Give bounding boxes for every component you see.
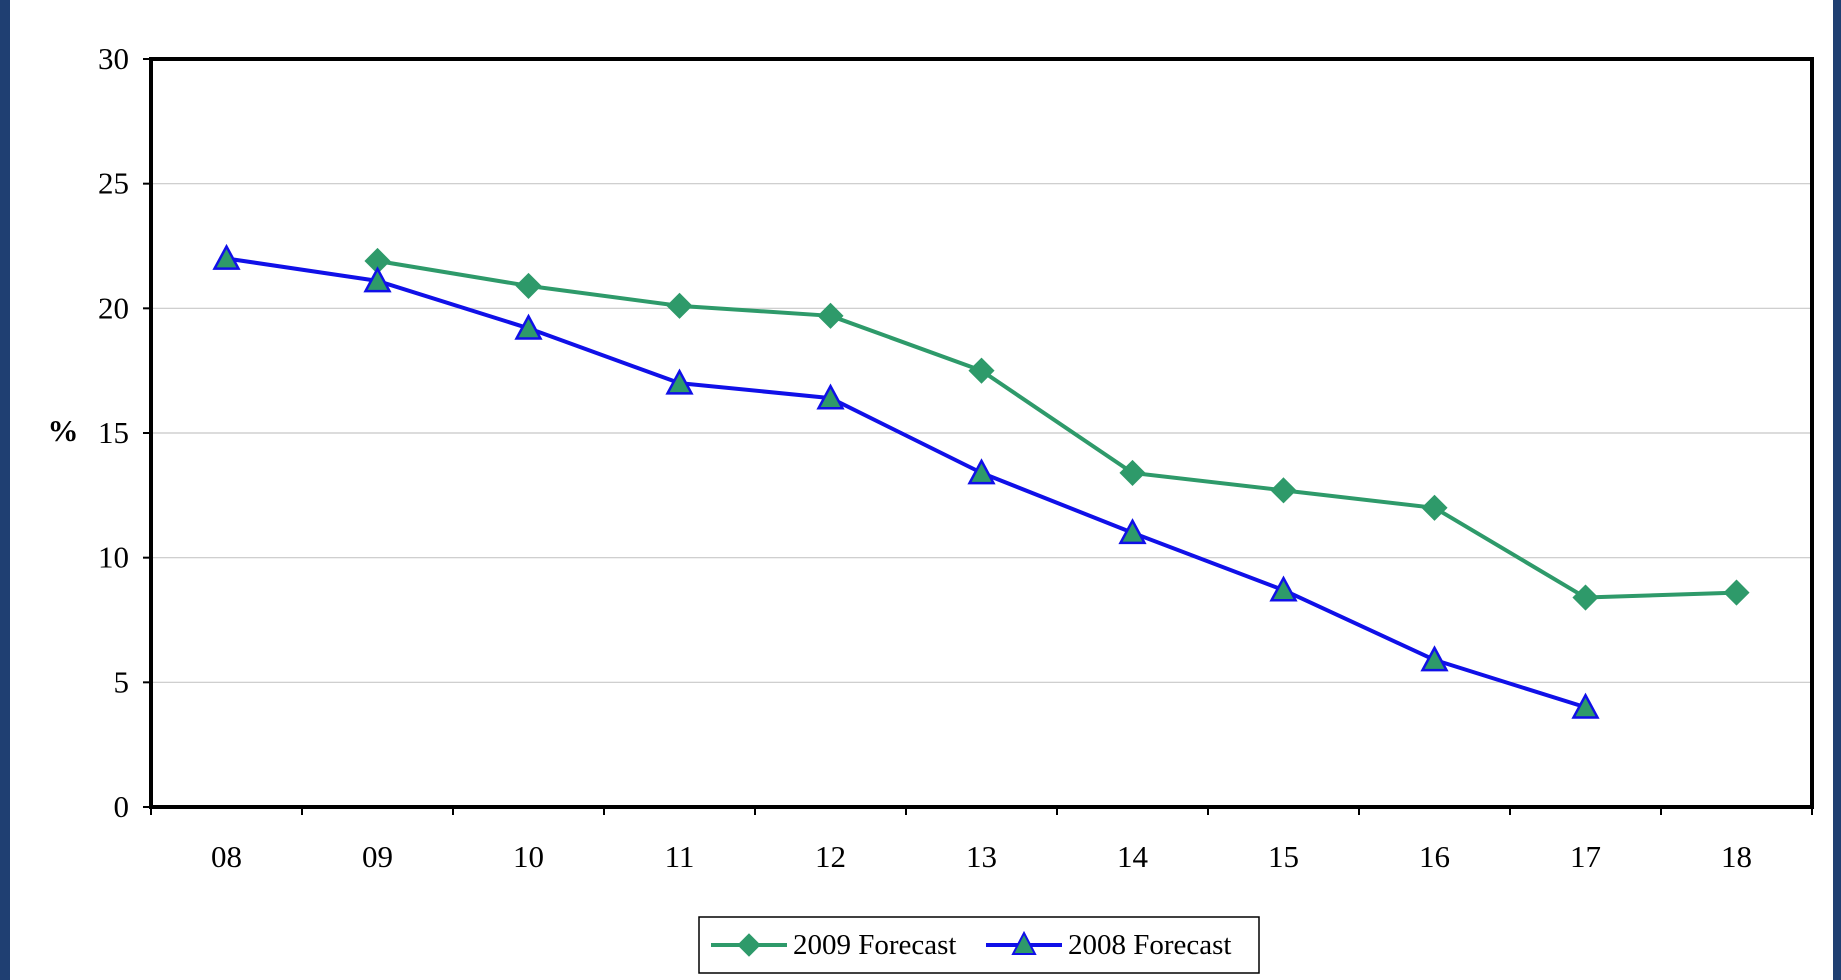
y-axis: 0 5 10 15 20 25 30: [98, 41, 151, 824]
legend-marker-diamond: [737, 933, 761, 957]
x-tick-label: 15: [1268, 839, 1299, 874]
data-point-triangle: [1420, 645, 1449, 672]
data-point-triangle: [363, 266, 392, 293]
series-2009-forecast: [364, 247, 1750, 611]
x-axis: 08 09 10 11 12 13 14 15 16 17 18: [150, 807, 1813, 874]
series-line-2008-forecast: [226, 256, 1587, 710]
x-tick-label: 08: [211, 839, 242, 874]
y-tick-label: 5: [114, 664, 130, 699]
y-tick-label: 30: [98, 41, 129, 76]
y-tick-label: 25: [98, 166, 129, 201]
data-point-triangle: [816, 383, 845, 410]
data-point-diamond: [1119, 459, 1146, 486]
x-tick-label: 14: [1117, 839, 1149, 874]
legend-box: [698, 916, 1260, 974]
data-point-diamond: [968, 357, 995, 384]
y-tick-label: 15: [98, 415, 129, 450]
x-tick-label: 16: [1419, 839, 1450, 874]
y-tick-label: 10: [98, 540, 129, 575]
data-point-diamond: [1270, 477, 1297, 504]
x-tick-label: 17: [1570, 839, 1601, 874]
x-tick-label: 11: [665, 839, 695, 874]
data-point-triangle: [212, 243, 241, 270]
data-point-triangle: [665, 368, 694, 395]
data-point-diamond: [1723, 579, 1750, 606]
x-tick-label: 18: [1721, 839, 1752, 874]
series-2008-forecast: [212, 243, 1600, 719]
x-tick-label: 12: [815, 839, 846, 874]
data-point-triangle: [1269, 575, 1298, 602]
x-tick-label: 09: [362, 839, 393, 874]
data-point-diamond: [515, 272, 542, 299]
y-axis-label: %: [48, 413, 79, 448]
data-point-triangle: [514, 313, 543, 340]
data-point-triangle: [1571, 692, 1600, 719]
series-line-2009-forecast: [377, 258, 1737, 600]
data-point-triangle: [1118, 518, 1147, 545]
data-point-diamond: [1572, 584, 1599, 611]
legend-label-2009-forecast: 2009 Forecast: [793, 929, 957, 961]
legend: 2009 Forecast 2008 Forecast: [698, 916, 1260, 974]
y-tick-label: 20: [98, 290, 129, 325]
legend-marker-triangle: [1011, 930, 1037, 955]
data-point-triangle: [967, 458, 996, 485]
legend-label-2008-forecast: 2008 Forecast: [1068, 929, 1232, 961]
x-tick-label: 10: [513, 839, 544, 874]
y-tick-label: 0: [114, 789, 130, 824]
gridlines: [151, 183, 1812, 683]
data-point-diamond: [817, 302, 844, 329]
x-tick-label: 13: [966, 839, 997, 874]
series-group: [212, 243, 1750, 719]
data-point-diamond: [1421, 494, 1448, 521]
data-point-diamond: [666, 292, 693, 319]
